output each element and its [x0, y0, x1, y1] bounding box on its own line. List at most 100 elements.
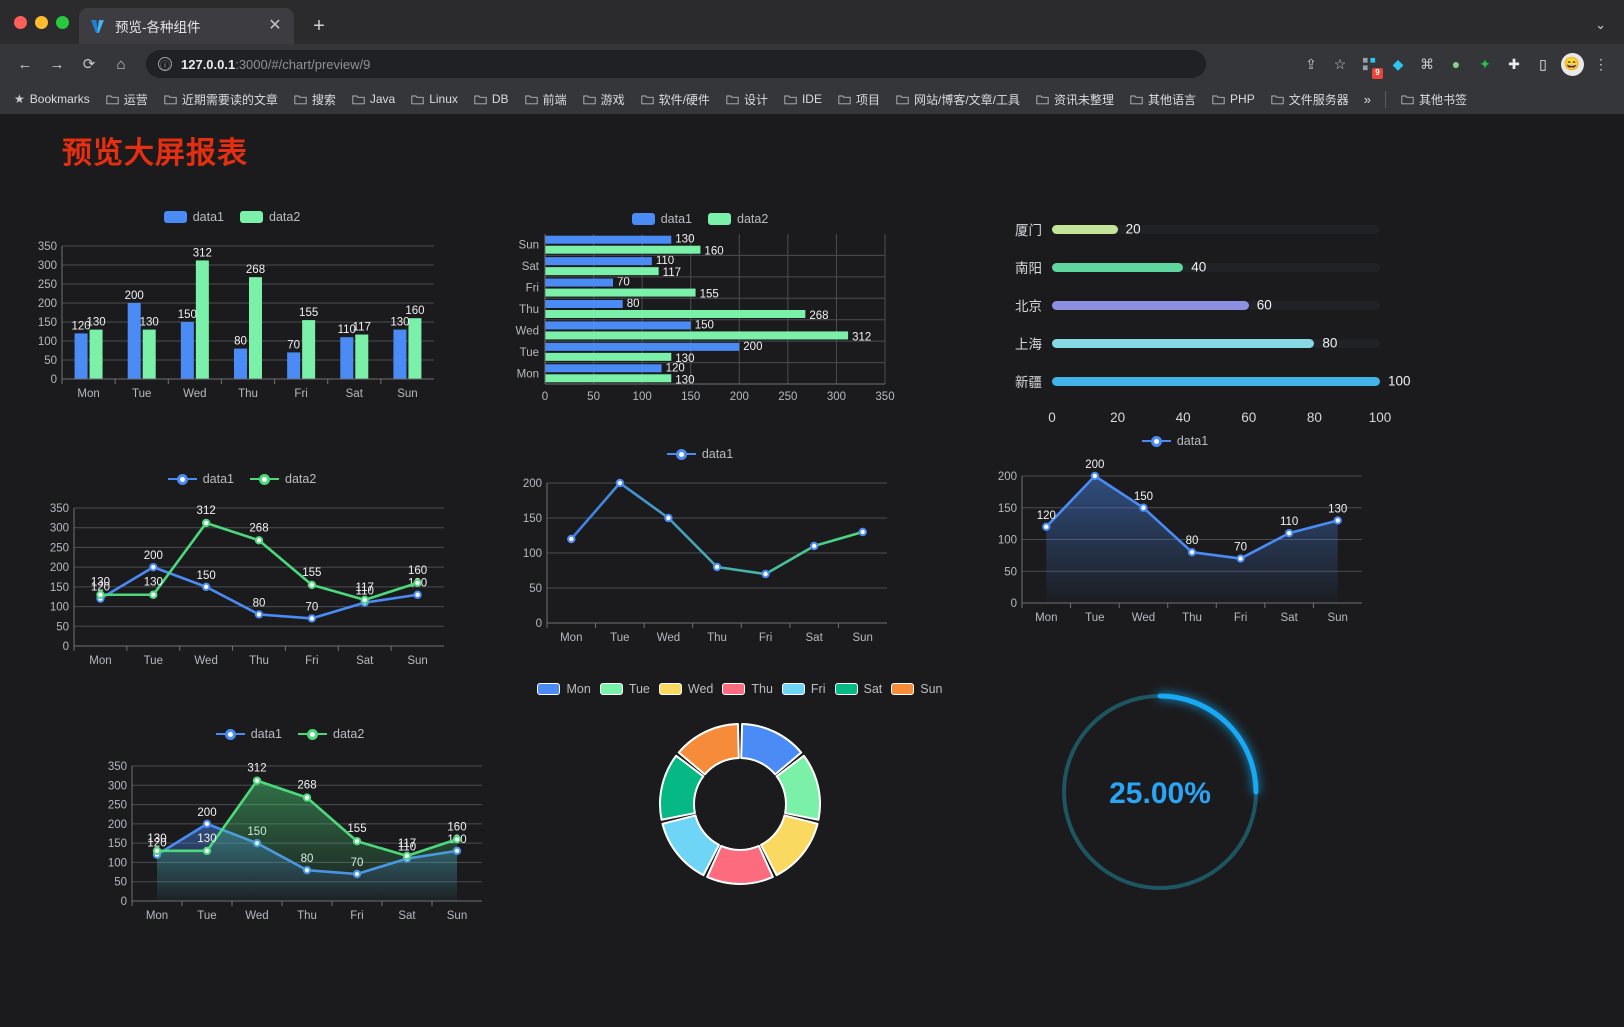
- progress-bar-track[interactable]: 80: [1052, 336, 1380, 351]
- data-point[interactable]: [1187, 548, 1197, 557]
- bookmarks-overflow-button[interactable]: »: [1363, 91, 1371, 107]
- bar-data1[interactable]: [545, 364, 662, 373]
- bookmark-folder-4[interactable]: Linux: [405, 89, 464, 109]
- bar-data1[interactable]: [393, 329, 407, 379]
- data-point[interactable]: [149, 590, 158, 599]
- close-window-button[interactable]: [14, 15, 27, 29]
- forward-button[interactable]: →: [49, 55, 65, 73]
- data-point[interactable]: [809, 541, 819, 551]
- bar-data2[interactable]: [545, 310, 806, 318]
- bookmark-folder-7[interactable]: 游戏: [577, 88, 631, 111]
- bookmark-folder-14[interactable]: 其他语言: [1124, 88, 1202, 111]
- data-point[interactable]: [1042, 522, 1051, 532]
- circle-icon[interactable]: ●: [1451, 56, 1461, 72]
- progress-bar-track[interactable]: 40: [1052, 260, 1380, 275]
- close-icon[interactable]: ✕: [268, 17, 282, 34]
- browser-tab[interactable]: 预览-各种组件 ✕: [79, 8, 294, 44]
- bar-data1[interactable]: [545, 342, 740, 351]
- bar-data1[interactable]: [545, 300, 623, 308]
- legend-item-data1[interactable]: data1: [215, 727, 282, 741]
- legend-item-sat[interactable]: Sat: [834, 682, 882, 696]
- data-point[interactable]: [152, 846, 162, 856]
- legend-item-data1[interactable]: data1: [666, 447, 733, 461]
- profile-avatar[interactable]: 😄: [1559, 51, 1585, 77]
- bookmark-folder-5[interactable]: DB: [468, 89, 515, 109]
- bookmark-folder-8[interactable]: 软件/硬件: [635, 88, 716, 111]
- bar-data2[interactable]: [545, 267, 659, 276]
- bookmark-folder-15[interactable]: PHP: [1206, 89, 1261, 109]
- bar-data2[interactable]: [249, 277, 262, 379]
- puzzle-icon[interactable]: ✚: [1508, 55, 1520, 72]
- data-point[interactable]: [254, 610, 264, 619]
- bar-data2[interactable]: [545, 245, 701, 254]
- legend-item-data1[interactable]: data1: [631, 212, 692, 226]
- bar-data1[interactable]: [234, 348, 247, 379]
- legend-item-thu[interactable]: Thu: [722, 682, 773, 696]
- legend-item-sun[interactable]: Sun: [891, 682, 943, 696]
- data-point[interactable]: [202, 819, 212, 829]
- bookmark-folder-11[interactable]: 项目: [832, 88, 886, 111]
- data-point[interactable]: [664, 513, 673, 523]
- bar-data1[interactable]: [127, 303, 141, 379]
- data-point[interactable]: [413, 578, 422, 588]
- data-point[interactable]: [712, 562, 722, 572]
- progress-bar-row[interactable]: 上海 80: [1000, 324, 1380, 362]
- bar-data2[interactable]: [545, 352, 672, 361]
- legend-item-tue[interactable]: Tue: [599, 682, 650, 696]
- progress-bar-row[interactable]: 南阳 40: [1000, 248, 1380, 286]
- progress-bar-row[interactable]: 厦门 20: [1000, 210, 1380, 248]
- pie-slice-tue[interactable]: [775, 754, 821, 821]
- share-icon[interactable]: ⇪: [1305, 55, 1317, 72]
- data-point[interactable]: [254, 536, 264, 545]
- legend-item-data1[interactable]: data1: [163, 210, 224, 224]
- chevron-down-icon[interactable]: ⌄: [1595, 17, 1606, 32]
- data-point[interactable]: [761, 569, 770, 579]
- data-point[interactable]: [1090, 471, 1100, 481]
- bookmark-star-icon[interactable]: ☆: [1333, 55, 1347, 72]
- other-bookmarks-button[interactable]: 其他书签: [1395, 88, 1473, 111]
- bar-data2[interactable]: [545, 331, 849, 340]
- pie-slice-wed[interactable]: [760, 814, 819, 877]
- progress-bar-track[interactable]: 100: [1052, 374, 1411, 389]
- data-point[interactable]: [252, 776, 262, 785]
- legend-item-fri[interactable]: Fri: [781, 682, 826, 696]
- maximize-window-button[interactable]: [56, 15, 69, 29]
- bookmark-folder-12[interactable]: 网站/博客/文章/工具: [890, 88, 1026, 111]
- progress-bar-track[interactable]: 60: [1052, 298, 1380, 313]
- bar-data2[interactable]: [545, 288, 696, 297]
- data-point[interactable]: [302, 793, 312, 802]
- legend-item-data1[interactable]: data1: [1141, 434, 1208, 448]
- new-tab-button[interactable]: +: [313, 15, 325, 37]
- reload-button[interactable]: ⟳: [82, 56, 96, 73]
- data-point[interactable]: [567, 534, 576, 544]
- legend-item-data2[interactable]: data2: [708, 212, 768, 226]
- progress-bar-track[interactable]: 20: [1052, 222, 1380, 237]
- legend-item-data2[interactable]: data2: [240, 210, 300, 224]
- bookmark-folder-0[interactable]: 运营: [100, 88, 154, 111]
- progress-bar-row[interactable]: 北京 60: [1000, 286, 1380, 324]
- bookmark-folder-10[interactable]: IDE: [778, 89, 828, 109]
- bar-data2[interactable]: [545, 374, 672, 383]
- back-button[interactable]: ←: [17, 55, 33, 73]
- data-point[interactable]: [858, 527, 867, 537]
- bar-data1[interactable]: [545, 321, 691, 330]
- menu-kebab-icon[interactable]: ⋮: [1594, 55, 1608, 72]
- command-icon[interactable]: ⌘: [1420, 55, 1434, 72]
- bar-data1[interactable]: [74, 333, 88, 379]
- data-point[interactable]: [307, 580, 317, 590]
- bookmark-folder-3[interactable]: Java: [346, 89, 401, 109]
- progress-bar-row[interactable]: 新疆 100: [1000, 362, 1411, 400]
- data-point[interactable]: [149, 562, 158, 572]
- minimize-window-button[interactable]: [35, 15, 48, 29]
- legend-item-data2[interactable]: data2: [250, 472, 316, 486]
- bar-data2[interactable]: [302, 320, 316, 379]
- data-point[interactable]: [1333, 516, 1342, 525]
- data-point[interactable]: [202, 846, 212, 856]
- bookmark-folder-2[interactable]: 搜索: [288, 88, 342, 111]
- legend-item-wed[interactable]: Wed: [658, 682, 713, 696]
- bar-data2[interactable]: [355, 334, 369, 379]
- extension-grid-icon[interactable]: 9: [1356, 51, 1383, 79]
- bar-data1[interactable]: [340, 337, 354, 379]
- bar-data1[interactable]: [180, 322, 194, 379]
- pie-slice-sun[interactable]: [677, 723, 740, 776]
